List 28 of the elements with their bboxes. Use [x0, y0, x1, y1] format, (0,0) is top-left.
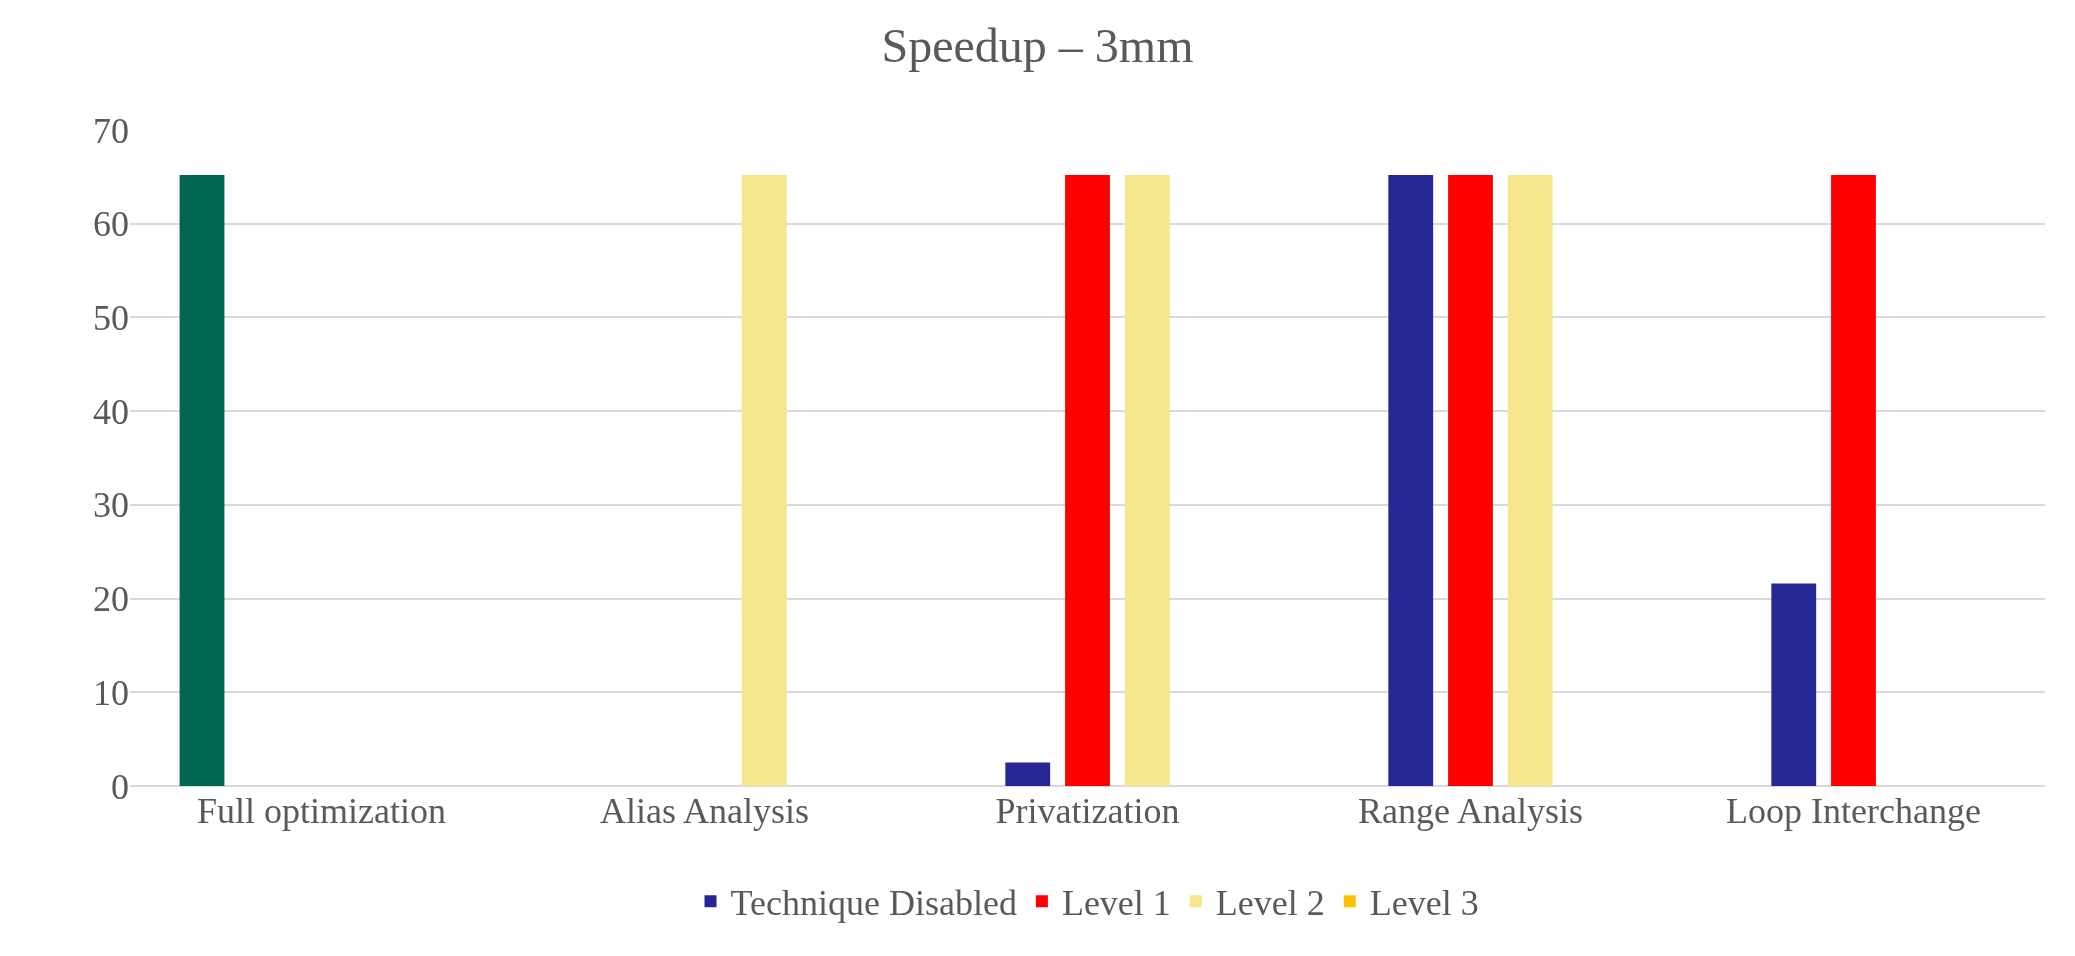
x-tick-label: Range Analysis	[1358, 791, 1583, 831]
bar	[1448, 174, 1493, 786]
y-tick-label: 20	[93, 579, 129, 620]
x-tick-label: Privatization	[995, 791, 1180, 831]
bar	[1507, 174, 1553, 786]
x-tick-label: Loop Interchange	[1726, 791, 1981, 831]
bar	[1005, 762, 1051, 786]
y-tick-label: 30	[93, 485, 129, 526]
legend-label: Level 2	[1215, 883, 1325, 924]
y-tick-label: 40	[93, 391, 129, 432]
bar	[1388, 174, 1434, 786]
legend-label: Level 1	[1061, 883, 1171, 924]
chart-title: Speedup – 3mm	[881, 19, 1194, 73]
y-tick-label: 70	[93, 110, 129, 151]
x-tick-label: Alias Analysis	[599, 791, 810, 831]
y-tick-label: 50	[93, 298, 129, 339]
legend-label: Technique Disabled	[730, 883, 1017, 924]
bar	[179, 174, 225, 786]
bar	[1771, 583, 1817, 786]
bar	[1124, 174, 1170, 786]
y-tick-label: 0	[111, 766, 129, 807]
bar	[741, 174, 787, 786]
x-tick-label: Full optimization	[197, 791, 446, 831]
y-tick-label: 10	[93, 672, 129, 713]
y-tick-label: 60	[93, 204, 129, 245]
bar	[1831, 174, 1876, 786]
bar	[1065, 174, 1110, 786]
legend-label: Level 3	[1369, 883, 1479, 924]
